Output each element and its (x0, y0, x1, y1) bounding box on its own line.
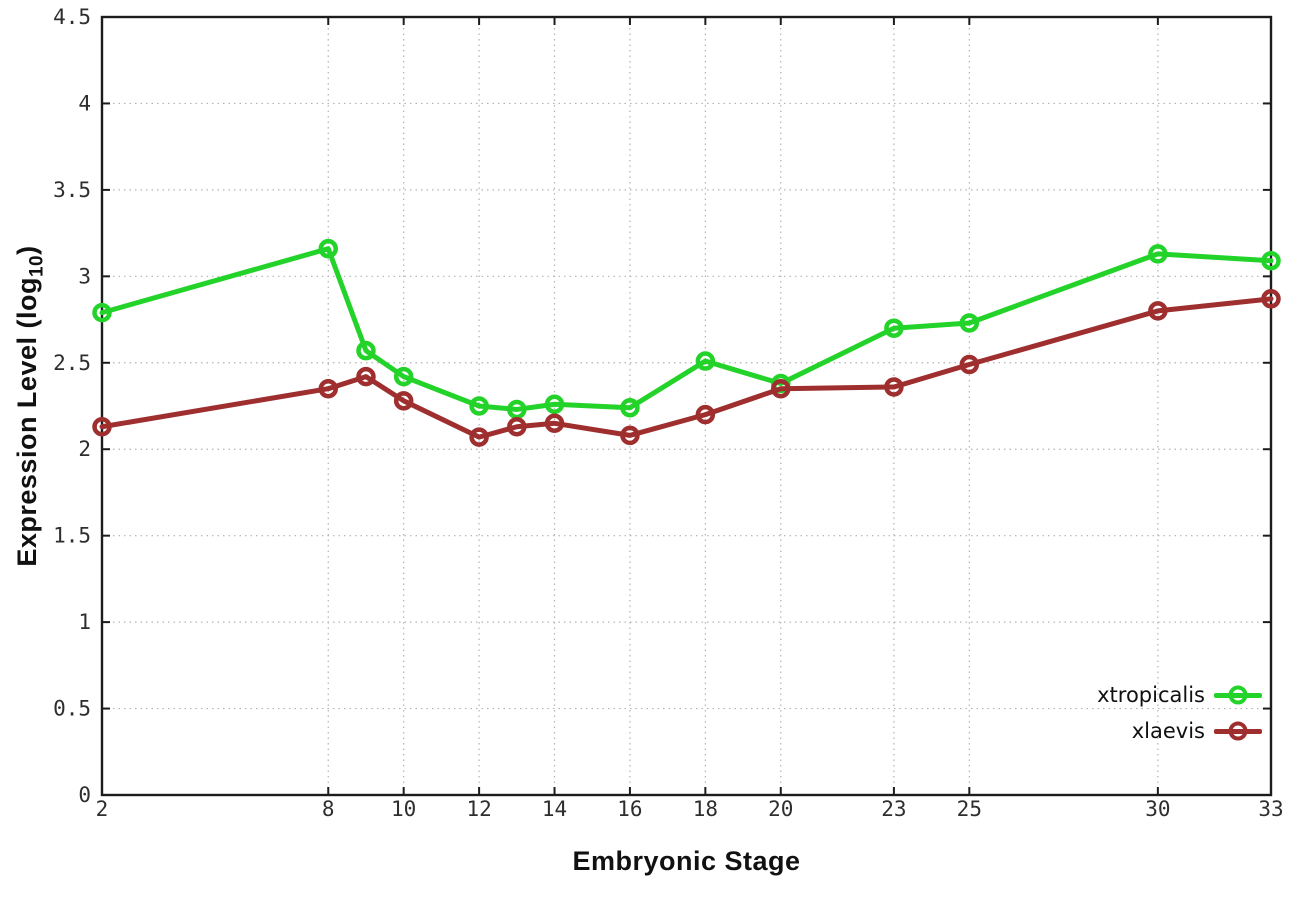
series-line-xlaevis (99, 296, 1274, 440)
x-tick-label: 2 (96, 797, 109, 821)
legend-entry-xtropicalis: xtropicalis (1097, 678, 1262, 712)
y-axis-title-subscript: 10 (26, 254, 48, 278)
data-point-xtropicalis (544, 394, 565, 415)
x-tick-label: 23 (881, 797, 906, 821)
data-point-xlaevis (884, 377, 904, 397)
y-tick-label: 3.5 (53, 178, 91, 202)
data-point-xtropicalis (507, 399, 527, 420)
x-tick-label: 33 (1258, 797, 1283, 821)
data-point-xlaevis (393, 391, 414, 411)
data-point-xlaevis (356, 366, 376, 387)
x-tick-label: 16 (617, 797, 642, 821)
data-point-xtropicalis (620, 397, 640, 418)
x-tick-label: 14 (542, 797, 567, 821)
x-axis-title: Embryonic Stage (572, 846, 801, 876)
data-point-xlaevis (318, 378, 339, 399)
data-point-xtropicalis (884, 318, 904, 338)
data-point-xtropicalis (1148, 244, 1168, 264)
legend-sample-xtropicalis (1214, 684, 1262, 706)
legend-sample-xlaevis (1214, 720, 1262, 742)
y-tick-label: 2 (78, 437, 91, 461)
data-point-xlaevis (620, 425, 640, 446)
data-point-xtropicalis (356, 340, 376, 361)
y-tick-label: 2.5 (53, 351, 91, 375)
x-tick-label: 10 (391, 797, 416, 821)
y-tick-label: 1.5 (53, 524, 91, 548)
legend-entry-xlaevis: xlaevis (1132, 714, 1262, 748)
y-tick-label: 4.5 (53, 5, 91, 29)
plot-border (100, 15, 1273, 797)
x-tick-label: 25 (957, 797, 982, 821)
y-tick-label: 3 (78, 264, 91, 288)
data-point-xlaevis (771, 378, 791, 399)
data-point-xlaevis (959, 354, 980, 375)
data-point-xtropicalis (695, 351, 716, 371)
y-tick-label: 0.5 (53, 697, 91, 721)
data-point-xtropicalis (393, 366, 414, 387)
x-tick-label: 30 (1145, 797, 1170, 821)
y-axis-title-suffix: ) (12, 245, 42, 255)
data-point-xlaevis (469, 427, 489, 447)
data-point-xlaevis (92, 416, 112, 437)
x-tick-label: 12 (466, 797, 491, 821)
legend-label-xtropicalis: xtropicalis (1097, 683, 1205, 707)
data-point-xtropicalis (318, 238, 339, 259)
open-circle-marker-icon (1228, 685, 1248, 705)
data-point-xlaevis (1148, 301, 1168, 321)
data-point-xlaevis (695, 404, 716, 425)
data-point-xtropicalis (959, 313, 980, 333)
legend: xtropicalis xlaevis (1097, 678, 1262, 748)
y-tick-label: 1 (78, 610, 91, 634)
x-tick-label: 8 (322, 797, 335, 821)
x-tick-label: 20 (768, 797, 793, 821)
y-axis-title-text: Expression Level (log (12, 277, 42, 567)
x-tick-label: 18 (693, 797, 718, 821)
legend-label-xlaevis: xlaevis (1131, 719, 1205, 743)
y-axis-title: Expression Level (log10) (7, 106, 47, 706)
data-point-xlaevis (1261, 289, 1281, 309)
open-circle-marker-icon (1228, 721, 1248, 741)
y-tick-label: 4 (78, 91, 91, 115)
data-point-xtropicalis (92, 302, 112, 323)
data-point-xtropicalis (1261, 251, 1281, 271)
data-point-xlaevis (544, 413, 565, 434)
data-point-xtropicalis (469, 396, 489, 416)
y-tick-label: 0 (78, 783, 91, 807)
data-point-xlaevis (507, 416, 527, 437)
